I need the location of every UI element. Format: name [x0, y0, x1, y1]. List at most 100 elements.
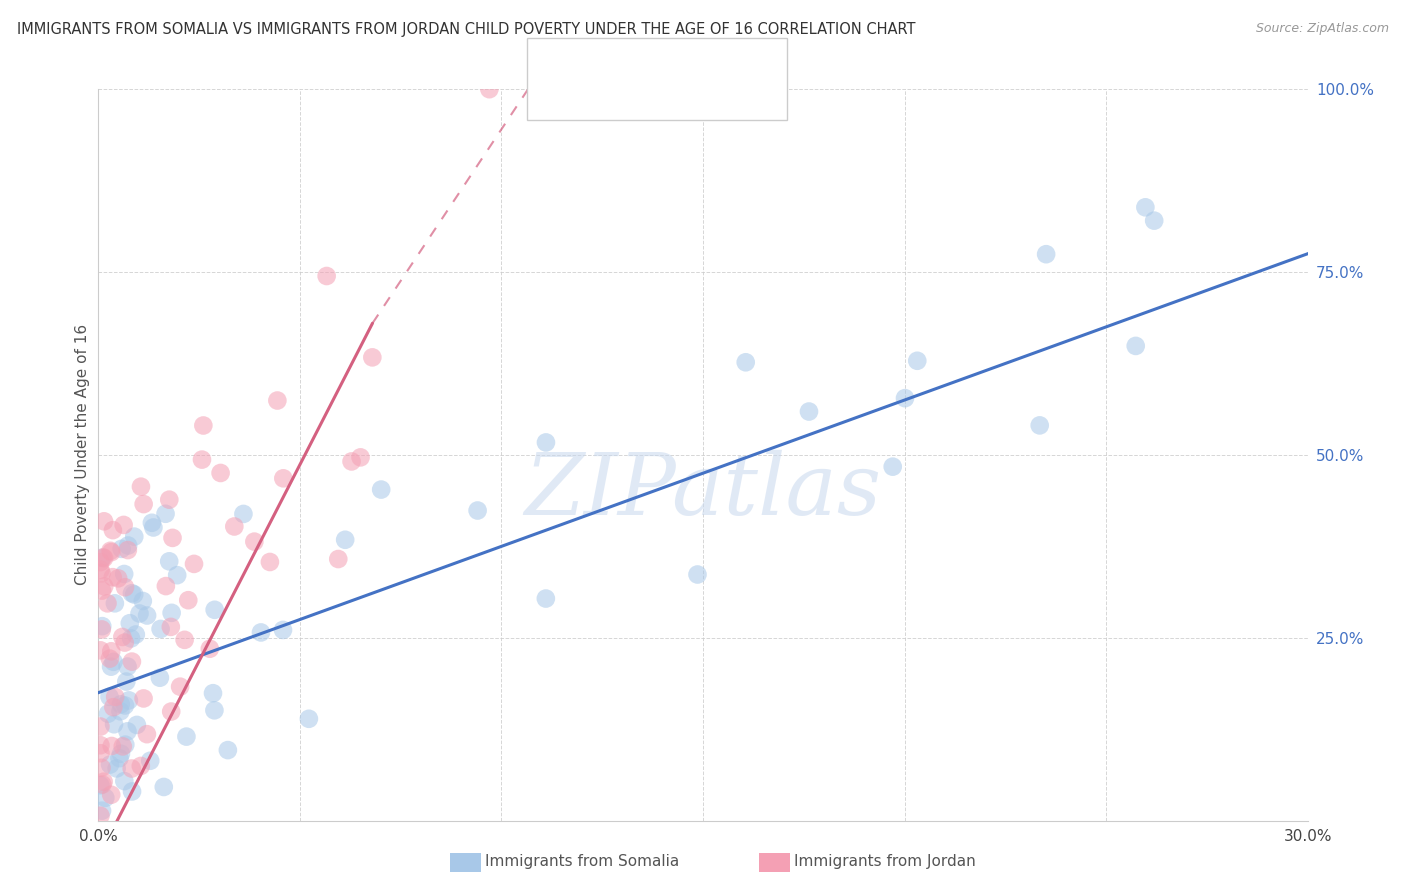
Point	[129, 480, 152, 494]
Point	[100, 659, 122, 673]
Point	[91, 804, 114, 818]
Point	[298, 712, 321, 726]
Text: 0.619: 0.619	[609, 56, 657, 71]
Point	[201, 686, 224, 700]
Point	[894, 391, 917, 405]
Y-axis label: Child Poverty Under the Age of 16: Child Poverty Under the Age of 16	[75, 325, 90, 585]
Point	[129, 759, 152, 773]
Point	[183, 557, 205, 571]
Point	[100, 543, 122, 558]
Point	[112, 774, 135, 789]
Point	[121, 762, 143, 776]
Text: N =: N =	[672, 56, 704, 71]
Point	[101, 570, 124, 584]
Point	[160, 705, 183, 719]
Point	[160, 606, 183, 620]
Point	[173, 632, 195, 647]
Point	[110, 541, 132, 556]
Point	[89, 555, 111, 569]
Point	[117, 543, 139, 558]
Point	[100, 788, 122, 802]
Point	[177, 593, 200, 607]
Point	[1125, 339, 1147, 353]
Point	[111, 630, 134, 644]
Point	[136, 608, 159, 623]
Point	[117, 659, 139, 673]
Point	[97, 706, 120, 721]
Point	[100, 545, 122, 559]
Point	[121, 784, 143, 798]
Point	[176, 730, 198, 744]
Point	[98, 757, 121, 772]
Point	[100, 739, 122, 753]
Point	[93, 514, 115, 528]
Point	[89, 720, 111, 734]
Point	[271, 623, 294, 637]
Point	[104, 596, 127, 610]
Point	[534, 435, 557, 450]
Point	[340, 454, 363, 468]
Point	[250, 625, 273, 640]
Text: N =: N =	[672, 90, 704, 105]
Point	[114, 738, 136, 752]
Point	[142, 520, 165, 534]
Point	[122, 530, 145, 544]
Point	[114, 580, 136, 594]
Point	[121, 586, 143, 600]
Point	[122, 587, 145, 601]
Text: IMMIGRANTS FROM SOMALIA VS IMMIGRANTS FROM JORDAN CHILD POVERTY UNDER THE AGE OF: IMMIGRANTS FROM SOMALIA VS IMMIGRANTS FR…	[17, 22, 915, 37]
Point	[198, 641, 221, 656]
Point	[120, 632, 142, 646]
Point	[110, 698, 132, 712]
Text: 67: 67	[702, 90, 723, 105]
Point	[734, 355, 756, 369]
Point	[91, 550, 114, 565]
Point	[132, 497, 155, 511]
Point	[94, 790, 117, 805]
Point	[91, 619, 114, 633]
Point	[117, 539, 139, 553]
Point	[103, 655, 125, 669]
Point	[98, 651, 121, 665]
Point	[169, 680, 191, 694]
Point	[98, 690, 121, 704]
Point	[1135, 200, 1157, 214]
Point	[91, 583, 114, 598]
Point	[157, 554, 180, 568]
Point	[686, 567, 709, 582]
Point	[110, 704, 132, 718]
Point	[243, 534, 266, 549]
Text: R =: R =	[578, 56, 609, 71]
Point	[551, 82, 574, 96]
Point	[467, 503, 489, 517]
Text: Immigrants from Somalia: Immigrants from Somalia	[485, 855, 679, 869]
Point	[797, 404, 820, 418]
Text: 73: 73	[702, 56, 723, 71]
Point	[139, 754, 162, 768]
Point	[370, 483, 392, 497]
Point	[118, 693, 141, 707]
Point	[136, 727, 159, 741]
Text: ZIPatlas: ZIPatlas	[524, 450, 882, 533]
Point	[162, 531, 184, 545]
Point	[328, 552, 350, 566]
Point	[121, 655, 143, 669]
Point	[155, 507, 177, 521]
Point	[125, 627, 148, 641]
Point	[90, 623, 112, 637]
Point	[141, 516, 163, 530]
Point	[333, 533, 356, 547]
Point	[96, 596, 118, 610]
Point	[232, 507, 254, 521]
Point	[209, 466, 232, 480]
Point	[90, 550, 112, 565]
Point	[91, 777, 114, 791]
Point	[100, 644, 122, 658]
Point	[125, 718, 148, 732]
Point	[534, 591, 557, 606]
Point	[191, 452, 214, 467]
Point	[157, 492, 180, 507]
Point	[882, 459, 904, 474]
Point	[259, 555, 281, 569]
Text: 0.644: 0.644	[609, 90, 657, 105]
